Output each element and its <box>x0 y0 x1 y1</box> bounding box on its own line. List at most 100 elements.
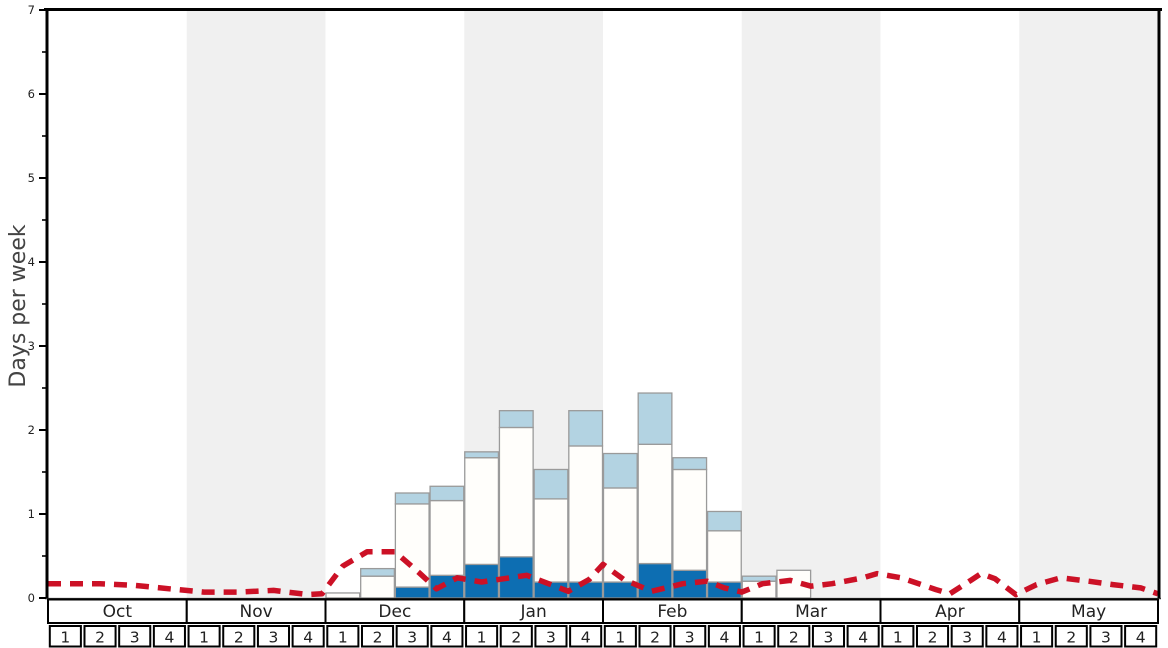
bar-feb-3 <box>672 457 708 599</box>
bar-jan-1 <box>464 451 500 599</box>
bar-segment <box>568 445 604 583</box>
week-cell-jan-4 <box>569 625 603 648</box>
week-cell-nov-1 <box>187 625 221 648</box>
bar-jan-4 <box>568 410 604 599</box>
y-tick-label-0: 0 <box>28 591 35 605</box>
y-tick-label-7: 7 <box>28 3 35 17</box>
month-label-nov: Nov <box>240 602 273 622</box>
week-cell-may-1 <box>1020 625 1054 648</box>
week-label-apr-4: 4 <box>997 629 1007 647</box>
week-label-dec-1: 1 <box>338 629 348 647</box>
week-cell-may-2 <box>1054 625 1088 648</box>
bar-segment <box>429 485 465 502</box>
week-cell-dec-1 <box>326 625 360 648</box>
bar-segment <box>637 443 673 565</box>
week-label-mar-4: 4 <box>858 629 868 647</box>
bar-segment <box>498 426 534 558</box>
month-shading-layer <box>186 11 1158 598</box>
y-axis-title: Days per week <box>6 224 31 387</box>
week-label-dec-3: 3 <box>407 629 417 647</box>
week-cell-jan-3 <box>534 625 568 648</box>
week-label-oct-4: 4 <box>164 629 174 647</box>
week-cell-apr-3 <box>950 625 984 648</box>
week-label-apr-1: 1 <box>893 629 903 647</box>
week-cell-oct-2 <box>83 625 117 648</box>
week-cell-dec-4 <box>430 625 464 648</box>
shaded-band-nov <box>186 11 326 598</box>
month-label-dec: Dec <box>378 602 411 622</box>
week-cell-mar-1 <box>742 625 776 648</box>
y-tick-label-6: 6 <box>28 87 35 101</box>
bar-segment <box>429 499 465 576</box>
week-cell-apr-2 <box>915 625 950 648</box>
bar-segment <box>394 586 430 599</box>
week-cell-jan-2 <box>499 625 533 648</box>
week-label-oct-3: 3 <box>130 629 140 647</box>
month-label-oct: Oct <box>103 602 133 622</box>
bar-segment <box>533 468 569 500</box>
week-label-jan-1: 1 <box>477 629 487 647</box>
y-tick-label-1: 1 <box>28 507 35 521</box>
week-cell-nov-3 <box>256 625 291 648</box>
week-label-dec-2: 2 <box>373 629 383 647</box>
bar-segment <box>360 567 396 577</box>
week-label-feb-4: 4 <box>719 629 729 647</box>
week-label-nov-4: 4 <box>303 629 313 647</box>
bar-jan-3 <box>533 468 569 599</box>
y-tick-label-4: 4 <box>28 255 35 269</box>
bar-segment <box>464 451 500 459</box>
week-label-nov-1: 1 <box>199 629 209 647</box>
week-label-feb-1: 1 <box>615 629 625 647</box>
week-cell-feb-4 <box>707 625 741 648</box>
week-label-nov-2: 2 <box>234 629 244 647</box>
week-cell-jan-1 <box>465 625 499 648</box>
bar-segment <box>360 575 396 599</box>
week-label-may-2: 2 <box>1066 629 1076 647</box>
month-week-label-tables: Oct 1 2 3 4 Nov 1 2 3 4 Dec 1 2 3 4 Jan 1 2 3 4 Feb 1 2 3 4 Mar 1 2… <box>47 598 1159 648</box>
bar-segment <box>672 468 708 571</box>
y-tick-label-3: 3 <box>28 339 35 353</box>
bar-dec-2 <box>360 567 396 599</box>
week-cell-feb-3 <box>673 625 707 648</box>
bar-segment <box>568 410 604 447</box>
week-cell-mar-3 <box>811 625 846 648</box>
week-cell-mar-4 <box>846 625 880 648</box>
week-cell-dec-2 <box>360 625 395 648</box>
month-cell-may <box>1018 598 1159 624</box>
week-label-feb-3: 3 <box>685 629 695 647</box>
week-cell-feb-1 <box>603 625 637 648</box>
bar-segment <box>741 575 777 582</box>
week-label-oct-2: 2 <box>95 629 105 647</box>
week-cell-nov-2 <box>222 625 256 648</box>
red-dashed-line-layer <box>48 549 1159 598</box>
bar-dec-1 <box>325 592 361 599</box>
bar-segment <box>602 452 638 489</box>
month-label-apr: Apr <box>935 602 964 622</box>
bar-segment <box>637 392 673 445</box>
bar-dec-4 <box>429 485 465 599</box>
bar-segment <box>706 530 742 583</box>
red-dashed-line <box>48 549 1159 598</box>
stacked-bars-layer <box>325 392 812 599</box>
bar-jan-2 <box>498 410 534 599</box>
bar-feb-2 <box>637 392 673 599</box>
week-label-may-3: 3 <box>1101 629 1111 647</box>
bar-segment <box>672 457 708 471</box>
bar-segment <box>602 487 638 583</box>
week-label-jan-4: 4 <box>581 629 591 647</box>
y-tick-label-2: 2 <box>28 423 35 437</box>
y-tick-label-5: 5 <box>28 171 35 185</box>
week-label-jan-2: 2 <box>511 629 521 647</box>
week-cell-mar-2 <box>777 625 811 648</box>
month-label-feb: Feb <box>657 602 687 622</box>
bar-segment <box>706 510 742 532</box>
bar-segment <box>394 492 430 505</box>
week-label-mar-3: 3 <box>824 629 834 647</box>
week-label-oct-1: 1 <box>60 629 70 647</box>
bar-feb-1 <box>602 452 638 599</box>
bar-segment <box>533 498 569 583</box>
week-label-mar-1: 1 <box>754 629 764 647</box>
bar-dec-3 <box>394 492 430 599</box>
